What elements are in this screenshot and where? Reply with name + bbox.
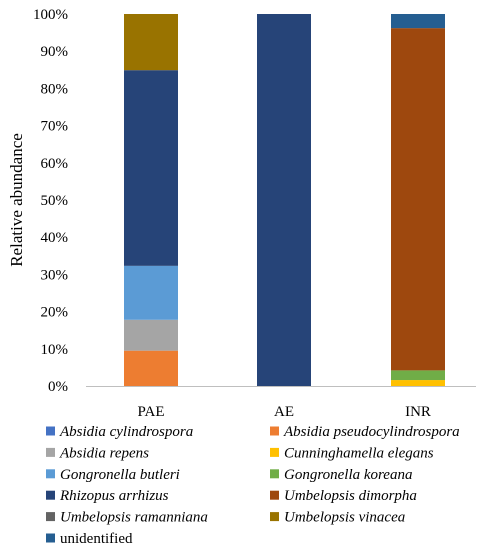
x-tick-label: INR bbox=[405, 404, 431, 420]
y-tick-label: 100% bbox=[33, 7, 68, 23]
legend-swatch bbox=[46, 426, 55, 436]
bar-segment bbox=[391, 380, 445, 386]
y-tick-label: 70% bbox=[41, 119, 69, 135]
legend-swatch bbox=[270, 447, 279, 457]
legend-item: Cunninghamella elegans bbox=[270, 445, 434, 461]
legend-item: Umbelopsis vinacea bbox=[270, 510, 405, 526]
bar-segment bbox=[391, 370, 445, 381]
legend-swatch bbox=[46, 490, 55, 500]
legend-swatch bbox=[270, 512, 279, 522]
y-tick-label: 40% bbox=[41, 230, 69, 246]
bars bbox=[124, 14, 445, 386]
legend-item: Umbelopsis ramanniana bbox=[46, 510, 208, 526]
y-tick-label: 90% bbox=[41, 44, 69, 60]
legend-label: Umbelopsis dimorpha bbox=[284, 488, 417, 504]
legend-label: Umbelopsis vinacea bbox=[284, 510, 405, 526]
legend-item: Gongronella koreana bbox=[270, 467, 412, 483]
legend-swatch bbox=[46, 469, 55, 479]
legend-label: Umbelopsis ramanniana bbox=[60, 510, 208, 526]
legend-swatch bbox=[46, 447, 55, 457]
y-tick-label: 80% bbox=[41, 81, 69, 97]
y-axis-label: Relative abundance bbox=[7, 133, 26, 267]
y-tick-label: 60% bbox=[41, 156, 69, 172]
legend-label: unidentified bbox=[60, 531, 133, 547]
y-axis-ticks: 0% 10% 20% 30% 40% 50% 60% 70% 80% 90% 100% bbox=[33, 7, 68, 395]
legend-label: Absidia repens bbox=[59, 445, 149, 461]
y-tick-label: 20% bbox=[41, 305, 69, 321]
y-tick-label: 30% bbox=[41, 267, 69, 283]
legend-label: Cunninghamella elegans bbox=[284, 445, 434, 461]
legend-label: Gongronella koreana bbox=[284, 467, 412, 483]
legend-item: Absidia repens bbox=[46, 445, 149, 461]
bar-segment bbox=[391, 28, 445, 371]
bar-segment bbox=[124, 14, 178, 71]
legend-item: Absidia pseudocylindrospora bbox=[270, 424, 460, 440]
legend-item: Absidia cylindrospora bbox=[46, 424, 193, 440]
bar-segment bbox=[124, 350, 178, 386]
legend-label: Gongronella butleri bbox=[60, 467, 180, 483]
legend-swatch bbox=[270, 469, 279, 479]
legend-item: Rhizopus arrhizus bbox=[46, 488, 169, 504]
x-axis-ticks: PAE AE INR bbox=[138, 404, 431, 420]
legend-label: Rhizopus arrhizus bbox=[59, 488, 169, 504]
legend-item: Umbelopsis dimorpha bbox=[270, 488, 417, 504]
y-tick-label: 10% bbox=[41, 342, 69, 358]
legend-item: unidentified bbox=[46, 531, 133, 547]
legend-swatch bbox=[46, 512, 55, 522]
bar-segment bbox=[257, 14, 311, 386]
bar-segment bbox=[124, 319, 178, 351]
x-tick-label: PAE bbox=[138, 404, 165, 420]
legend-swatch bbox=[46, 533, 55, 543]
legend-swatch bbox=[270, 426, 279, 436]
legend-label: Absidia cylindrospora bbox=[59, 424, 193, 440]
y-tick-label: 50% bbox=[41, 193, 69, 209]
legend-label: Absidia pseudocylindrospora bbox=[283, 424, 460, 440]
legend: Absidia cylindrospora Absidia pseudocylin… bbox=[46, 424, 460, 547]
bar-segment bbox=[124, 265, 178, 320]
bar-segment bbox=[124, 70, 178, 266]
legend-item: Gongronella butleri bbox=[46, 467, 180, 483]
x-tick-label: AE bbox=[274, 404, 294, 420]
legend-swatch bbox=[270, 490, 279, 500]
bar-segment bbox=[391, 14, 445, 29]
y-tick-label: 0% bbox=[48, 379, 68, 395]
